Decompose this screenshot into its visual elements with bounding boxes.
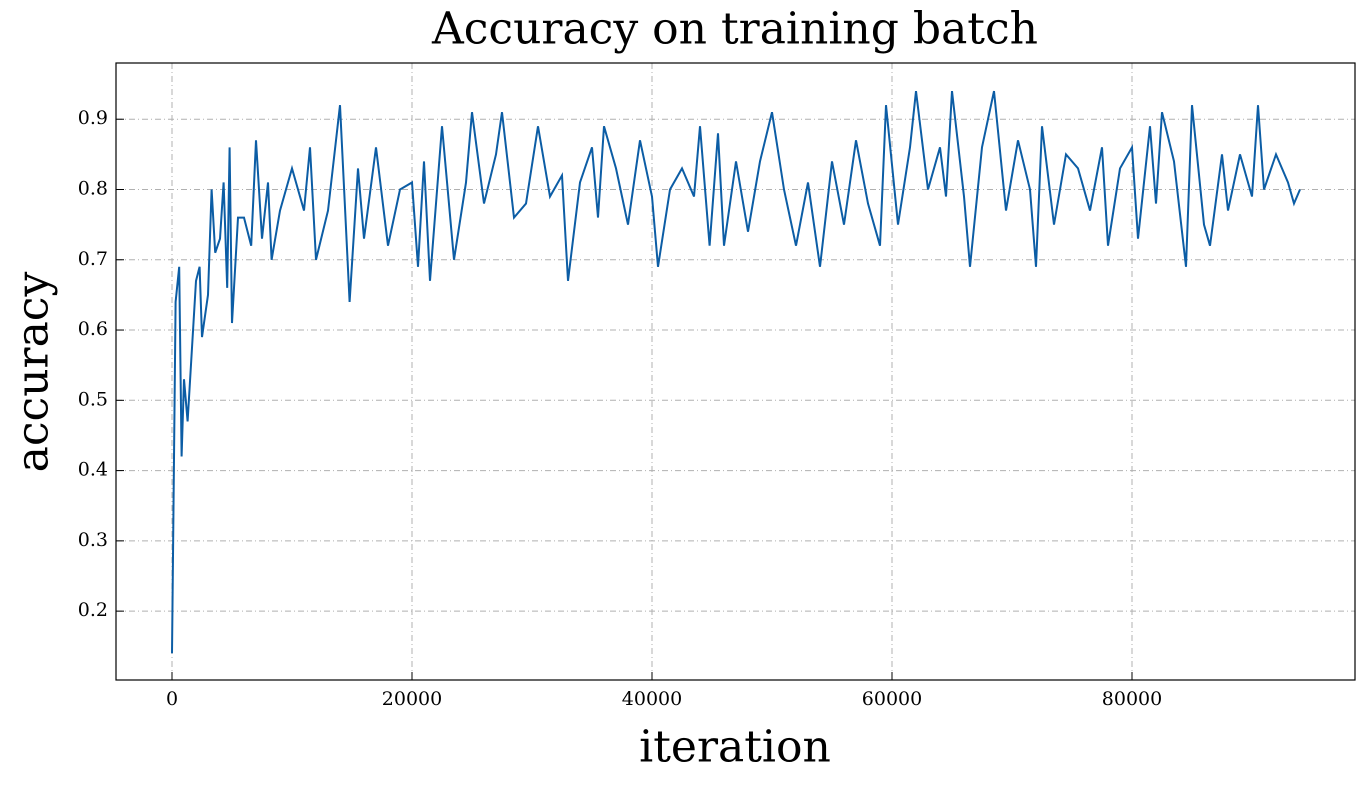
x-axis-label: iteration — [639, 722, 831, 773]
x-tick-label: 20000 — [382, 688, 442, 710]
y-tick-label: 0.4 — [78, 459, 108, 481]
y-tick-label: 0.9 — [78, 107, 108, 129]
y-tick-label: 0.5 — [78, 388, 108, 410]
plot-frame — [115, 62, 1356, 681]
y-axis-label: accuracy — [8, 272, 59, 473]
x-tick-label: 80000 — [1102, 688, 1162, 710]
y-tick-label: 0.6 — [78, 318, 108, 340]
y-tick-label: 0.8 — [78, 177, 108, 199]
y-tick-label: 0.7 — [78, 248, 108, 270]
y-tick-label: 0.3 — [78, 529, 108, 551]
chart-title: Accuracy on training batch — [431, 4, 1038, 55]
x-tick-label: 40000 — [622, 688, 682, 710]
y-tick-label: 0.2 — [78, 599, 108, 621]
x-tick-label: 60000 — [862, 688, 922, 710]
data-line — [171, 90, 1301, 654]
x-tick-label: 0 — [166, 688, 178, 710]
